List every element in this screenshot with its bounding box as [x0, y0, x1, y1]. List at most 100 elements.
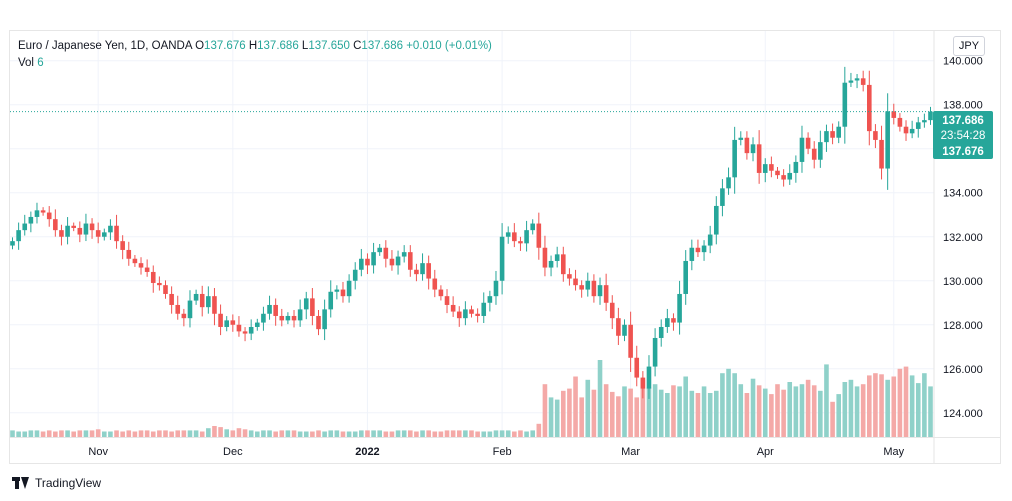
candle-body [230, 320, 236, 325]
branding[interactable]: TradingView [12, 476, 101, 490]
volume-bar [414, 431, 419, 437]
candle-body [169, 293, 174, 305]
volume-bar [426, 430, 431, 437]
candle-body [781, 175, 786, 180]
legend-open-label: O [195, 40, 205, 52]
volume-bar [652, 384, 658, 437]
candle-body [181, 313, 187, 319]
candle-body [242, 331, 248, 334]
candle-body [102, 232, 107, 237]
candle-body [640, 377, 646, 389]
candle-body [285, 315, 291, 321]
volume-bar [512, 431, 517, 437]
candle-body [426, 263, 431, 279]
volume-bar [346, 431, 352, 437]
candle-body [224, 320, 229, 327]
volume-bar [261, 430, 266, 437]
volume-bar [634, 397, 640, 437]
volume-bar [120, 431, 125, 437]
candle-body [805, 137, 811, 149]
volume-bar [915, 383, 921, 437]
volume-bar [377, 430, 382, 437]
volume-bar [854, 386, 860, 437]
volume-bar [707, 393, 713, 437]
volume-bar [561, 390, 566, 437]
volume-bar [640, 379, 646, 437]
candle-body [126, 249, 132, 259]
legend-close-label: C [353, 40, 362, 52]
candle-body [450, 304, 456, 312]
candle-body [836, 126, 841, 138]
candle-body [487, 296, 493, 303]
volume-bar [242, 429, 248, 437]
volume-bar [206, 428, 211, 437]
candle-body [597, 285, 603, 297]
volume-bar [726, 368, 731, 437]
volume-bar [524, 431, 529, 437]
volume-bar [909, 375, 915, 437]
legend-vol-label[interactable]: Vol [18, 57, 34, 69]
volume-bar [475, 431, 480, 437]
volume-bar [297, 431, 303, 437]
candle-body [187, 300, 193, 319]
legend-vol-value: 6 [37, 57, 44, 69]
legend-symbol[interactable]: Euro / Japanese Yen, 1D, OANDA [18, 40, 192, 52]
candle-body [897, 117, 903, 127]
volume-bar [573, 376, 578, 437]
candle-body [389, 258, 395, 266]
candle-body [199, 293, 205, 308]
candle-body [793, 161, 799, 173]
volume-bar [591, 389, 597, 437]
candle-body [95, 230, 101, 237]
x-tick-label: May [883, 446, 904, 458]
volume-bar [750, 378, 756, 437]
volume-bar [499, 430, 505, 437]
candle-body [750, 144, 756, 154]
price-axis[interactable]: 140.000138.000136.000134.000132.000130.0… [943, 56, 983, 420]
candle-body [903, 126, 909, 134]
currency-button[interactable]: JPY [953, 36, 985, 56]
candle-body [46, 212, 52, 220]
candle-body [830, 131, 835, 138]
volume-bar [450, 430, 456, 437]
candle-body [303, 298, 309, 310]
volume-bar [781, 389, 786, 437]
volume-bar [616, 396, 621, 437]
candle-body [383, 247, 389, 259]
volume-bar [714, 390, 719, 437]
candle-body [707, 234, 713, 246]
candle-body [22, 223, 28, 231]
volume-bar [236, 428, 242, 437]
candle-body [756, 144, 762, 173]
volume-bar [53, 431, 58, 437]
volume-bar [597, 360, 603, 437]
candle-body [469, 309, 474, 314]
volume-bar [303, 431, 309, 437]
legend-low-label: L [301, 40, 309, 52]
y-tick-label: 132.000 [943, 232, 983, 244]
y-tick-label: 128.000 [943, 320, 983, 332]
volume-bar [267, 430, 272, 437]
volume-bar [738, 384, 744, 437]
legend-high-value: 137.686 [257, 40, 299, 52]
candle-body [365, 258, 370, 266]
candle-body [71, 225, 76, 228]
candle-body [652, 337, 658, 367]
time-axis[interactable]: Nov Dec 2022 Feb Mar Apr May [88, 446, 904, 458]
candle-body [726, 177, 731, 189]
candle-body [646, 366, 652, 389]
chart-frame [9, 30, 1001, 464]
volume-bar [860, 384, 866, 437]
volume-bar [408, 430, 413, 437]
legend-ohlc-row: Euro / Japanese Yen, 1D, OANDA O137.676 … [18, 38, 492, 55]
candle-body [163, 285, 168, 294]
tradingview-logo-icon [12, 477, 30, 489]
volume-bar [340, 431, 346, 437]
volume-bar [255, 431, 260, 437]
candle-body [310, 298, 315, 316]
volume-bar [603, 384, 609, 437]
y-tick-label: 130.000 [943, 276, 983, 288]
volume-bar [695, 393, 701, 437]
volume-bar [59, 430, 64, 437]
